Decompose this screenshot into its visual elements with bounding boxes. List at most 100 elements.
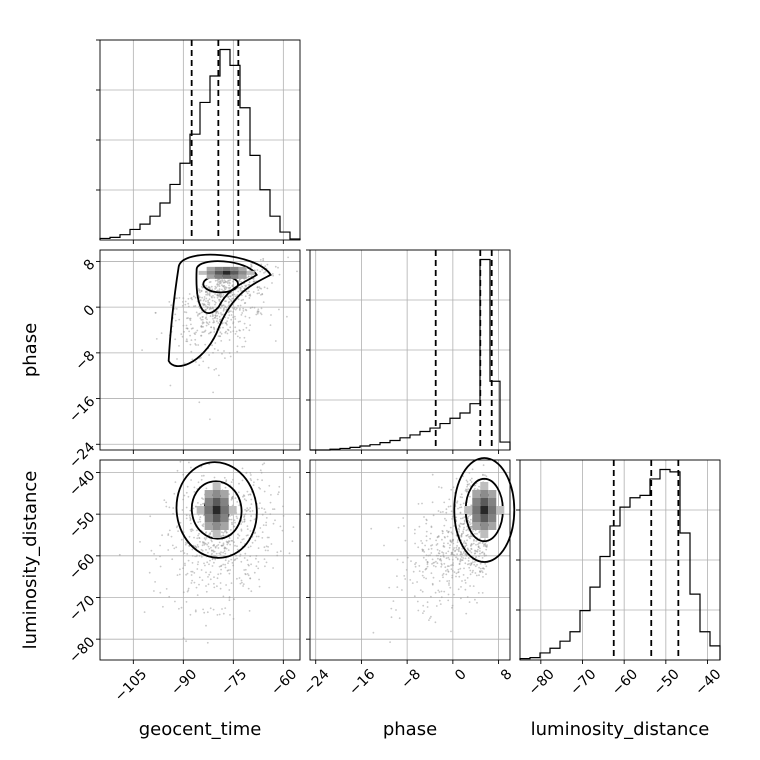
scatter-point [208,293,211,296]
scatter-point [404,539,407,542]
scatter-point [277,266,279,269]
scatter-point [212,314,214,317]
scatter-point [415,561,417,564]
scatter-point [229,295,232,297]
scatter-point [243,495,246,497]
scatter-point [261,507,263,510]
scatter-point [171,558,174,561]
scatter-point [201,296,204,299]
scatter-point [249,577,252,579]
scatter-point [235,330,238,333]
scatter-point [191,548,194,551]
scatter-point [450,531,453,534]
scatter-point [263,272,265,274]
scatter-point [196,329,199,332]
scatter-point [465,490,468,493]
scatter-point [469,535,471,538]
scatter-point [479,571,482,573]
scatter-point [442,576,444,579]
scatter-point [443,562,446,565]
scatter-point [216,289,219,292]
scatter-point [244,568,247,571]
scatter-point [196,314,199,317]
scatter-point [202,360,205,363]
scatter-point [194,338,197,341]
scatter-point [139,541,141,543]
scatter-point [213,543,215,546]
scatter-point [234,497,237,499]
scatter-point [372,631,375,634]
scatter-point [481,557,484,559]
scatter-point [455,572,458,575]
scatter-point [200,290,203,293]
scatter-point [444,536,446,539]
scatter-point [239,336,241,339]
scatter-point [460,523,463,525]
scatter-point [417,503,420,505]
scatter-point [211,540,213,543]
scatter-point [414,563,416,566]
scatter-point [185,517,188,520]
scatter-point [198,532,200,535]
scatter-point [204,564,206,567]
scatter-point [218,335,221,338]
scatter-point [185,340,188,343]
scatter-point [168,301,171,303]
scatter-point [446,580,449,582]
scatter-point [240,280,243,283]
scatter-point [402,561,404,564]
scatter-point [228,279,231,282]
scatter-point [424,544,426,547]
scatter-point [247,508,250,511]
scatter-point [466,481,469,483]
scatter-point [451,552,454,554]
scatter-point [220,544,223,547]
scatter-point [241,581,243,584]
scatter-point [405,569,408,571]
scatter-point [214,293,217,295]
scatter-point [484,474,486,477]
scatter-point [210,554,213,556]
scatter-point [276,551,279,554]
scatter-point [217,547,220,549]
density-cell [204,514,213,522]
scatter-point [249,324,252,326]
scatter-point [249,545,252,548]
scatter-point [202,331,205,333]
contour-line [167,253,272,367]
scatter-point [185,327,188,330]
scatter-point [422,604,425,607]
scatter-point [402,517,405,519]
scatter-point [465,554,468,557]
scatter-point [244,315,247,318]
scatter-point [232,316,235,319]
scatter-point [199,516,202,518]
y-tick-label: −60 [66,551,98,583]
scatter-point [224,357,226,359]
scatter-point [194,609,197,612]
scatter-point [469,495,471,498]
scatter-point [210,285,213,288]
scatter-point [242,298,245,301]
scatter-point [226,541,229,544]
density-cell [472,522,481,530]
scatter-point [269,324,272,326]
y-tick-label: −8 [72,348,98,374]
scatter-point [440,590,443,593]
scatter-point [171,544,174,547]
scatter-point [227,560,230,562]
scatter-point [270,494,272,496]
scatter-point [398,617,401,620]
scatter-point [460,506,463,509]
panel-frame [99,39,301,241]
scatter-point [425,577,427,580]
scatter-point [446,565,449,568]
density-cell [496,506,505,514]
scatter-point [180,538,183,541]
scatter-point [165,505,168,508]
scatter-points [118,460,295,644]
density-cell [212,522,221,530]
scatter-point [194,610,197,613]
scatter-point [464,542,467,544]
hist-panel-phase [306,249,511,454]
